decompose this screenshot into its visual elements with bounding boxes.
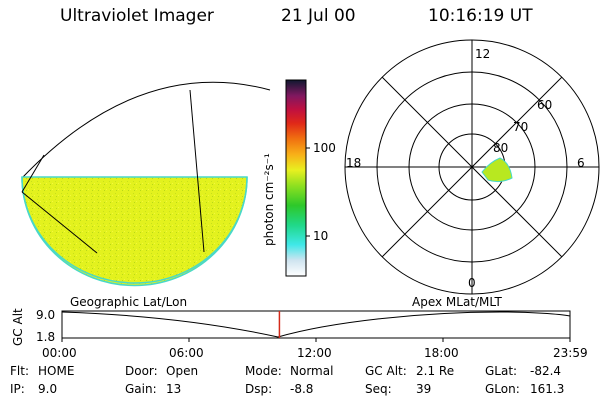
- aurora-spot: [481, 157, 513, 183]
- meridian-line: [189, 89, 205, 253]
- glon-label: GLon:: [485, 382, 520, 396]
- earth-limb-arc: [21, 81, 271, 179]
- lat-label-70: 70: [513, 120, 529, 134]
- door-value: Open: [166, 364, 199, 378]
- mode-label: Mode:: [245, 364, 282, 378]
- door-label: Door:: [125, 364, 158, 378]
- dsp-label: Dsp:: [245, 382, 273, 396]
- flt-label: Flt:: [10, 364, 29, 378]
- glat-label: GLat:: [485, 364, 518, 378]
- seq-label: Seq:: [365, 382, 392, 396]
- colorbar-tick-100: 100: [313, 141, 336, 155]
- mlt-label-6: 6: [577, 156, 585, 170]
- page-title: Ultraviolet Imager: [60, 6, 214, 26]
- auroral-image: [21, 176, 248, 287]
- latitude-line: [21, 191, 98, 254]
- colorbar-tick-10: 10: [313, 229, 329, 243]
- mlt-label-0: 0: [468, 276, 476, 290]
- time-tick-1800: 18:00: [424, 346, 459, 360]
- seq-value: 39: [416, 382, 432, 396]
- gain-label: Gain:: [125, 382, 157, 396]
- ip-label: IP:: [10, 382, 25, 396]
- timeline-plot: [61, 310, 571, 342]
- time-tick-2359: 23:59: [553, 346, 588, 360]
- dsp-value: -8.8: [290, 382, 314, 396]
- time-tick-0600: 06:00: [169, 346, 204, 360]
- header-date: 21 Jul 00: [281, 6, 356, 26]
- timeline-right-caption: Apex MLat/MLT: [412, 295, 502, 309]
- header-time: 10:16:19 UT: [428, 6, 533, 26]
- ip-value: 9.0: [38, 382, 58, 396]
- polar-plot: [344, 39, 600, 295]
- timeline-y-max: 9.0: [36, 308, 56, 322]
- gc-alt-curve: [61, 311, 571, 338]
- gcalt-label: GC Alt:: [365, 364, 407, 378]
- lat-label-80: 80: [493, 141, 509, 155]
- gcalt-value: 2.1 Re: [416, 364, 455, 378]
- colorbar: [285, 79, 310, 277]
- limb-line: [21, 154, 45, 193]
- time-tick-0000: 00:00: [42, 346, 77, 360]
- timeline-y-axis-label: GC Alt: [11, 308, 25, 346]
- mlt-label-12: 12: [475, 47, 491, 61]
- time-tick-1200: 12:00: [297, 346, 332, 360]
- glat-value: -82.4: [530, 364, 562, 378]
- uv-image: [21, 81, 271, 287]
- timeline-left-caption: Geographic Lat/Lon: [70, 295, 188, 309]
- gain-value: 13: [166, 382, 182, 396]
- lat-label-60: 60: [537, 98, 553, 112]
- glon-value: 161.3: [530, 382, 565, 396]
- timeline-y-min: 1.8: [36, 330, 56, 344]
- mode-value: Normal: [290, 364, 334, 378]
- colorbar-label: photon cm⁻²s⁻¹: [262, 153, 276, 246]
- mlt-label-18: 18: [346, 156, 362, 170]
- flt-value: HOME: [38, 364, 75, 378]
